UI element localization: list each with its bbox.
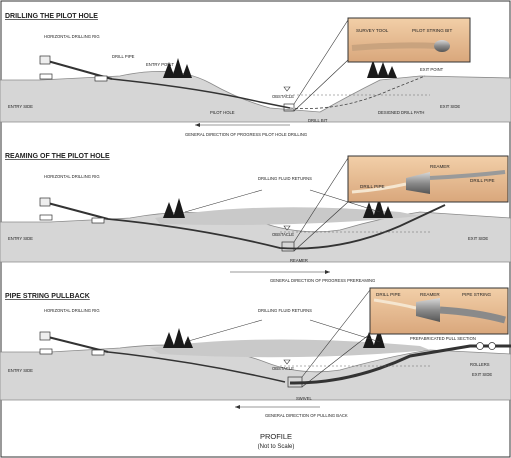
inset3-pipe-label: DRILL PIPE	[376, 292, 401, 297]
reamer-label: REAMER	[290, 258, 308, 263]
obstacle-marker-2	[283, 225, 291, 231]
inset1-survey-label: SURVEY TOOL	[356, 28, 389, 33]
inset2-pipe2-label: DRILL PIPE	[470, 178, 495, 183]
swivel-label: SWIVEL	[296, 396, 312, 401]
rig-label-1: HORIZONTAL DRILLING RIG	[44, 34, 100, 39]
drill-bit-box	[283, 103, 295, 112]
profile-subtitle: (Not to Scale)	[258, 444, 295, 450]
inset3-string-label: PIPE STRING	[462, 292, 492, 297]
obstacle-label-3: OBSTACLE	[272, 366, 294, 371]
direction-label-2: GENERAL DIRECTION OF PROGRESS PREREAMING	[270, 278, 375, 283]
drill-bit-label: DRILL BIT	[308, 118, 328, 123]
entry-side-label-2: ENTRY SIDE	[8, 236, 33, 241]
drilling-rig-1	[39, 55, 113, 82]
rollers-label: ROLLERS	[470, 362, 490, 367]
obstacle-label-1: OBSTACLE	[272, 94, 294, 99]
rig-label-3: HORIZONTAL DRILLING RIG	[44, 308, 100, 313]
mound-3	[150, 339, 430, 358]
entry-side-label-1: ENTRY SIDE	[8, 104, 33, 109]
fluid-label-2: DRILLING FLUID RETURNS	[258, 176, 312, 181]
panel-pipe-pullback: PIPE STRING PULLBACK	[0, 287, 511, 418]
inset2-pipe-label: DRILL PIPE	[360, 184, 385, 189]
drilling-rig-2	[39, 197, 109, 224]
swivel-box	[287, 376, 303, 388]
designed-path-1	[289, 75, 426, 109]
fluid-label-3: DRILLING FLUID RETURNS	[258, 308, 312, 313]
entry-side-label-3: ENTRY SIDE	[8, 368, 33, 373]
panel-drilling-pilot-hole: DRILLING THE PILOT HOLE SUR	[0, 13, 511, 137]
exit-point-label: EXIT POINT	[420, 67, 444, 72]
panel-reaming: REAMING OF THE PILOT HOLE DRILL PI	[0, 153, 511, 283]
designed-path-label: DESIGNED DRILL PATH	[378, 110, 424, 115]
panel1-title: DRILLING THE PILOT HOLE	[5, 13, 98, 20]
pilot-hole-label: PILOT HOLE	[210, 110, 235, 115]
panel3-title: PIPE STRING PULLBACK	[5, 293, 90, 300]
reamer-box	[281, 241, 295, 252]
exit-side-label-3: EXIT SIDE	[472, 372, 492, 377]
inset2-reamer-label: REAMER	[430, 164, 450, 169]
exit-side-label-2: EXIT SIDE	[468, 236, 488, 241]
entry-point-label: ENTRY POINT	[146, 62, 174, 67]
direction-label-3: GENERAL DIRECTION OF PULLING BACK	[265, 413, 348, 418]
direction-label-1: GENERAL DIRECTION OF PROGRESS PILOT HOLE…	[185, 132, 307, 137]
drilling-rig-3	[39, 331, 109, 356]
trees-3	[163, 328, 385, 348]
inset-survey-tool: SURVEY TOOL PILOT STRING BIT	[293, 17, 471, 112]
profile-title: PROFILE	[260, 432, 292, 441]
drill-pipe-3	[107, 351, 286, 383]
ground-1	[0, 70, 511, 123]
obstacle-marker-1	[283, 86, 291, 92]
trees-2	[163, 198, 393, 218]
obstacle-label-2: OBSTACLE	[272, 232, 294, 237]
drill-pipe-label: DRILL PIPE	[112, 54, 135, 59]
drill-pipe-1	[111, 78, 291, 109]
drill-pipe-2	[107, 204, 446, 250]
trees-1	[163, 58, 397, 78]
obstacle-marker-3	[283, 359, 291, 365]
panel2-title: REAMING OF THE PILOT HOLE	[5, 153, 110, 160]
inset1-steering-label: PILOT STRING BIT	[412, 28, 452, 33]
rollers	[476, 342, 496, 350]
rig-label-2: HORIZONTAL DRILLING RIG	[44, 174, 100, 179]
pipe-string-3	[289, 344, 511, 385]
inset-reamer: DRILL PIPE REAMER DRILL PIPE	[293, 155, 509, 252]
exit-side-label-1: EXIT SIDE	[440, 104, 460, 109]
mound-2	[155, 207, 420, 225]
inset-pullback: DRILL PIPE REAMER PIPE STRING	[301, 287, 509, 388]
inset3-reamer-label: REAMER	[420, 292, 440, 297]
prefab-label: PREFABRICATED PULL SECTION	[410, 336, 476, 341]
